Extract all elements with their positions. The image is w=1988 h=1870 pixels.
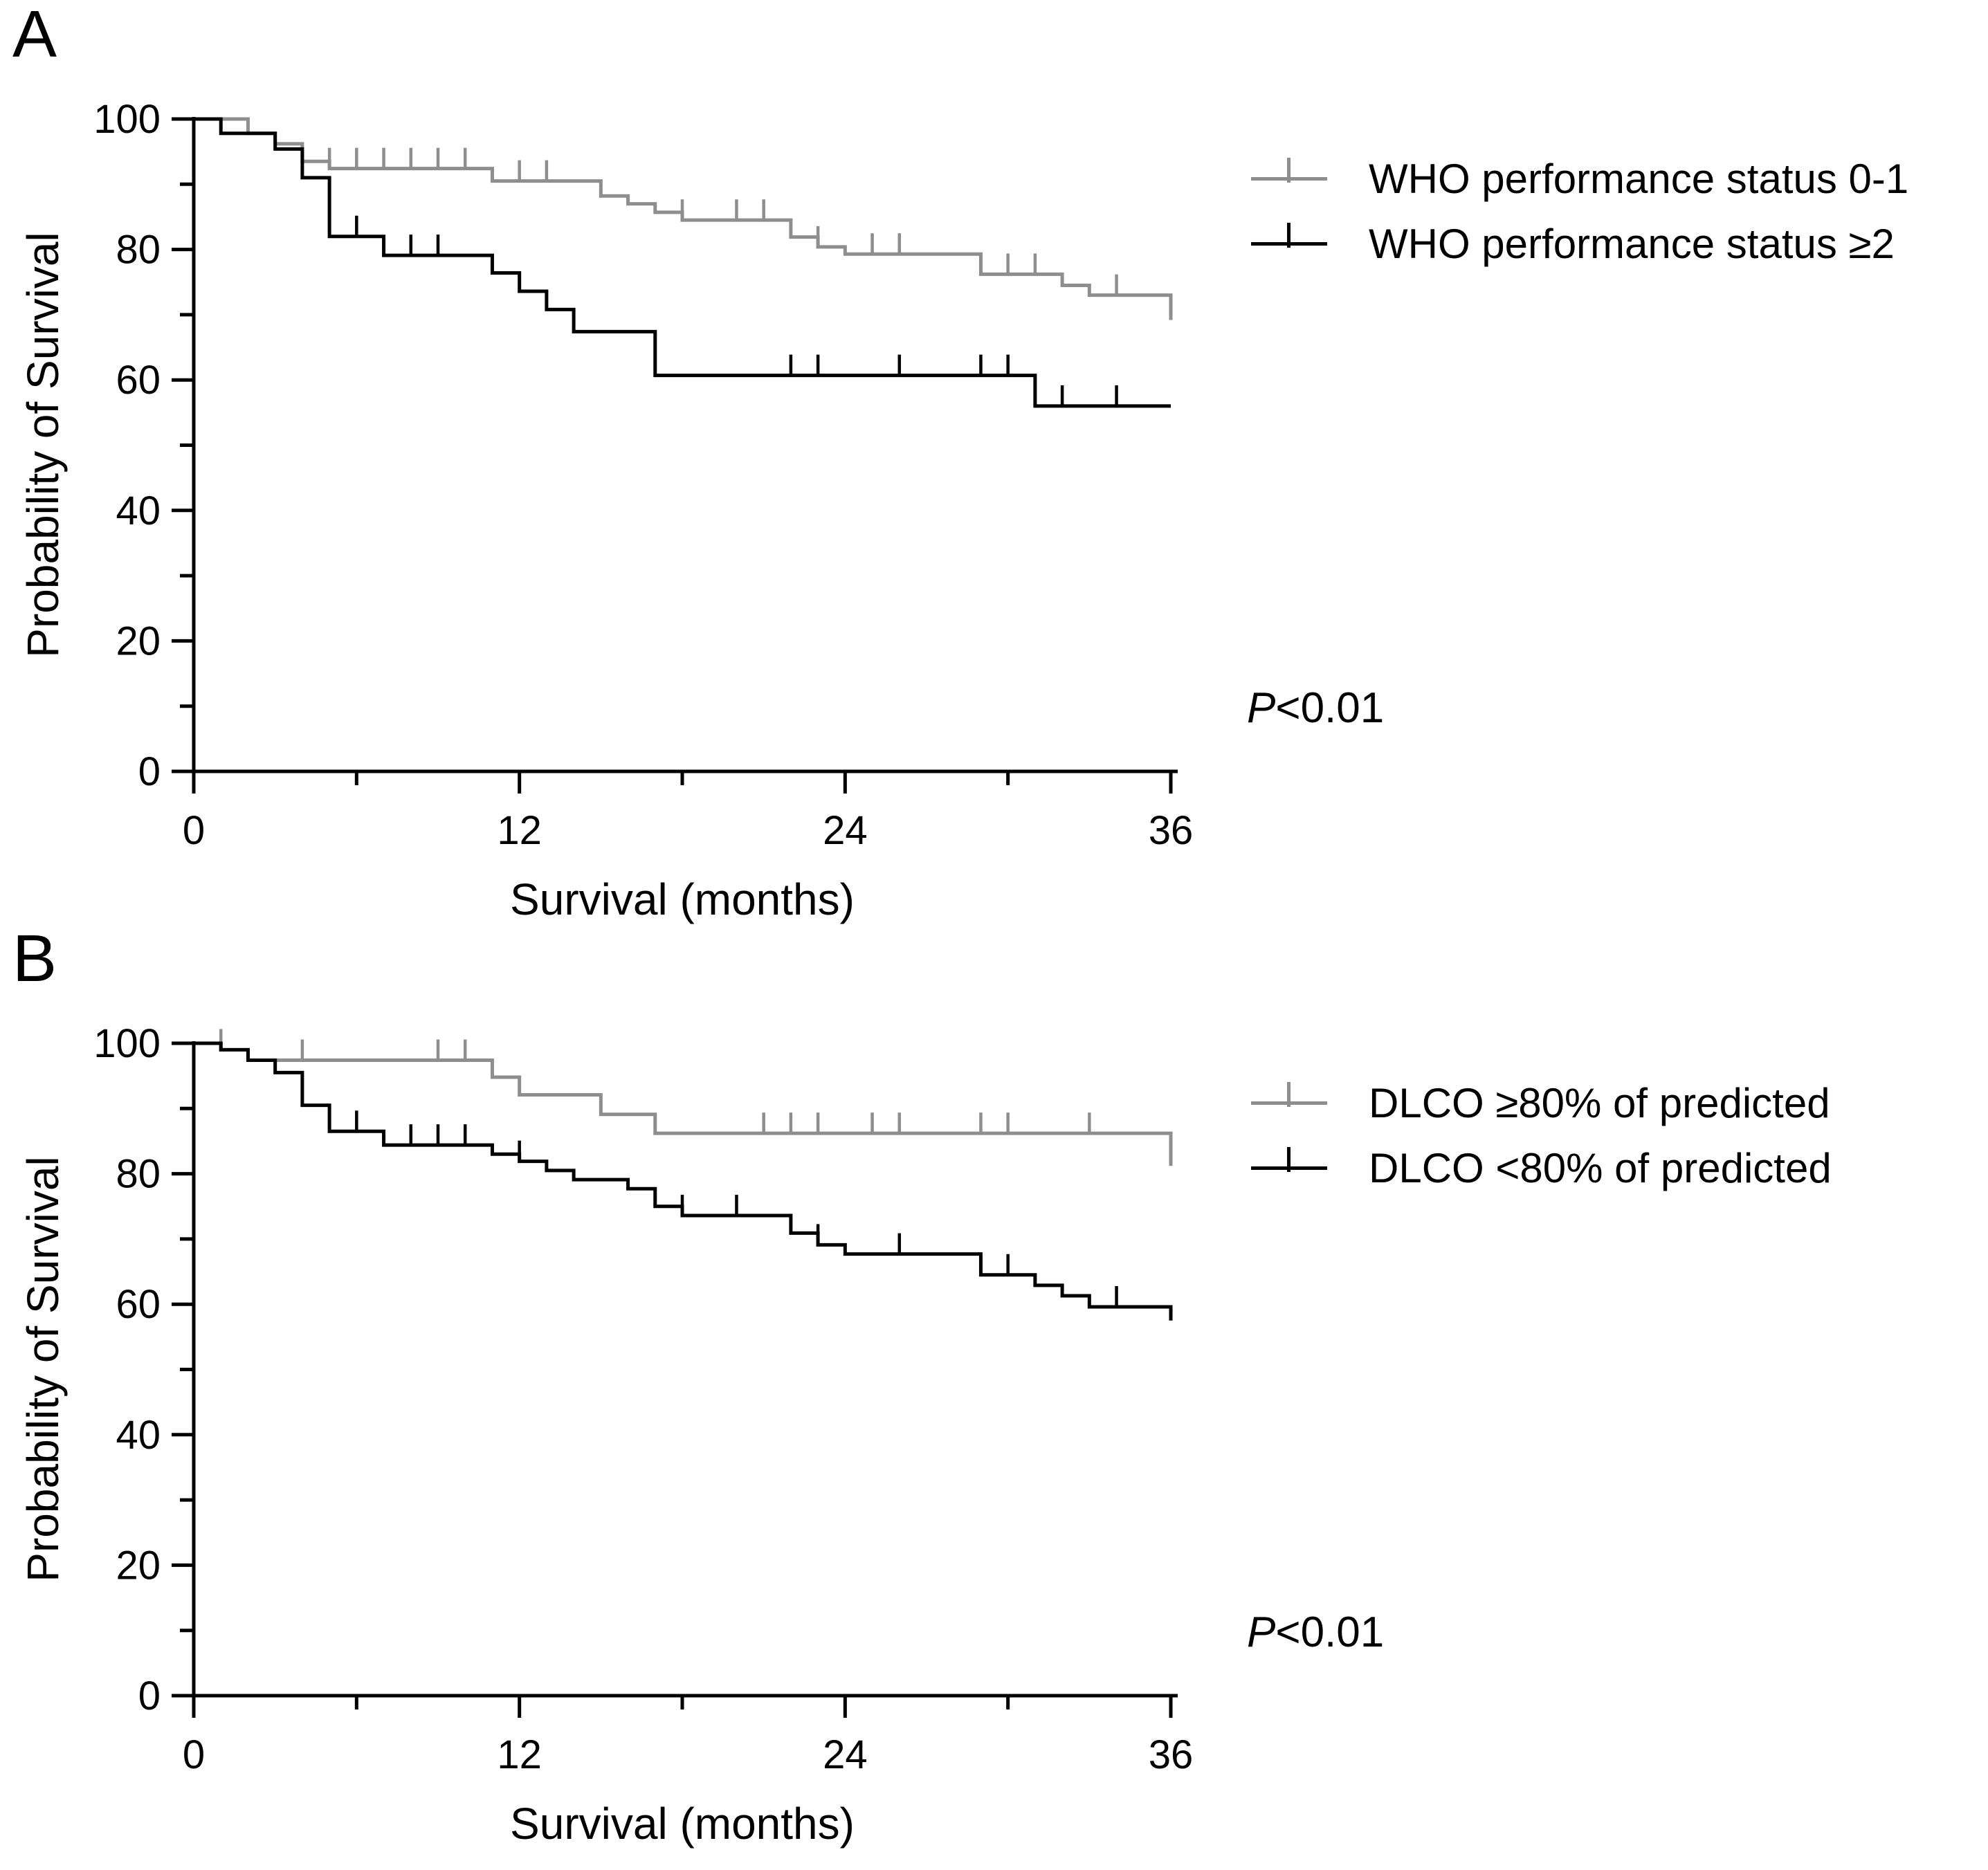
y-axis-title-b: Probability of Survival <box>18 1156 68 1582</box>
x-tick-label: 0 <box>183 1732 205 1777</box>
x-axis-title-a: Survival (months) <box>510 874 855 924</box>
y-tick-label: 20 <box>116 1543 161 1588</box>
y-tick-label: 100 <box>93 1021 161 1066</box>
y-axis-title-a: Probability of Survival <box>18 232 68 658</box>
km-line-swatch-gray <box>1251 1081 1327 1107</box>
legend-a: WHO performance status 0-1 WHO performan… <box>1251 146 1908 276</box>
y-tick-label: 0 <box>138 749 161 794</box>
panel-b: B 0 20 40 60 80 100 0 12 24 36 Probability of Sur… <box>0 924 1988 1860</box>
panel-a-letter: A <box>12 0 57 71</box>
y-tick-label: 40 <box>116 1413 161 1458</box>
legend-b: DLCO ≥80% of predicted DLCO <80% of pred… <box>1251 1070 1832 1200</box>
y-tick-label: 20 <box>116 618 161 663</box>
km-line-swatch-black <box>1251 222 1327 248</box>
x-tick-label: 36 <box>1149 808 1194 853</box>
panel-b-letter: B <box>12 922 57 996</box>
km-curve-gray <box>194 1041 1173 1166</box>
x-tick-label: 0 <box>183 808 205 853</box>
y-tick-label: 40 <box>116 488 161 533</box>
y-tick-label: 80 <box>116 228 161 273</box>
legend-item: DLCO ≥80% of predicted <box>1251 1070 1832 1135</box>
y-tick-label: 60 <box>116 1282 161 1327</box>
y-tick-label: 100 <box>93 97 161 142</box>
km-chart-a: 0 20 40 60 80 100 0 12 24 36 <box>93 97 1194 853</box>
x-tick-label: 24 <box>823 1732 868 1777</box>
x-tick-label: 12 <box>497 1732 542 1777</box>
p-value-b: P<0.01 <box>1247 1608 1385 1656</box>
y-tick-label: 80 <box>116 1152 161 1197</box>
x-axis-title-b: Survival (months) <box>510 1799 855 1849</box>
legend-label: WHO performance status ≥2 <box>1369 220 1895 267</box>
km-line-swatch-black <box>1251 1146 1327 1172</box>
p-value-a: P<0.01 <box>1247 684 1385 732</box>
legend-label: WHO performance status 0-1 <box>1369 155 1909 202</box>
legend-item: WHO performance status ≥2 <box>1251 211 1908 276</box>
km-chart-b: 0 20 40 60 80 100 0 12 24 36 <box>93 1021 1194 1777</box>
y-tick-label: 60 <box>116 358 161 403</box>
x-tick-label: 36 <box>1149 1732 1194 1777</box>
y-tick-label: 0 <box>138 1674 161 1718</box>
km-line-swatch-gray <box>1251 157 1327 183</box>
x-tick-label: 24 <box>823 808 868 853</box>
legend-label: DLCO ≥80% of predicted <box>1369 1079 1830 1126</box>
x-tick-label: 12 <box>497 808 542 853</box>
km-curve-black <box>194 1041 1173 1321</box>
legend-item: WHO performance status 0-1 <box>1251 146 1908 211</box>
panel-a: A 0 20 40 60 80 100 0 12 24 36 Probability of Sur… <box>12 0 1908 924</box>
legend-item: DLCO <80% of predicted <box>1251 1135 1832 1200</box>
legend-label: DLCO <80% of predicted <box>1369 1144 1832 1191</box>
km-curve-black <box>194 117 1171 408</box>
